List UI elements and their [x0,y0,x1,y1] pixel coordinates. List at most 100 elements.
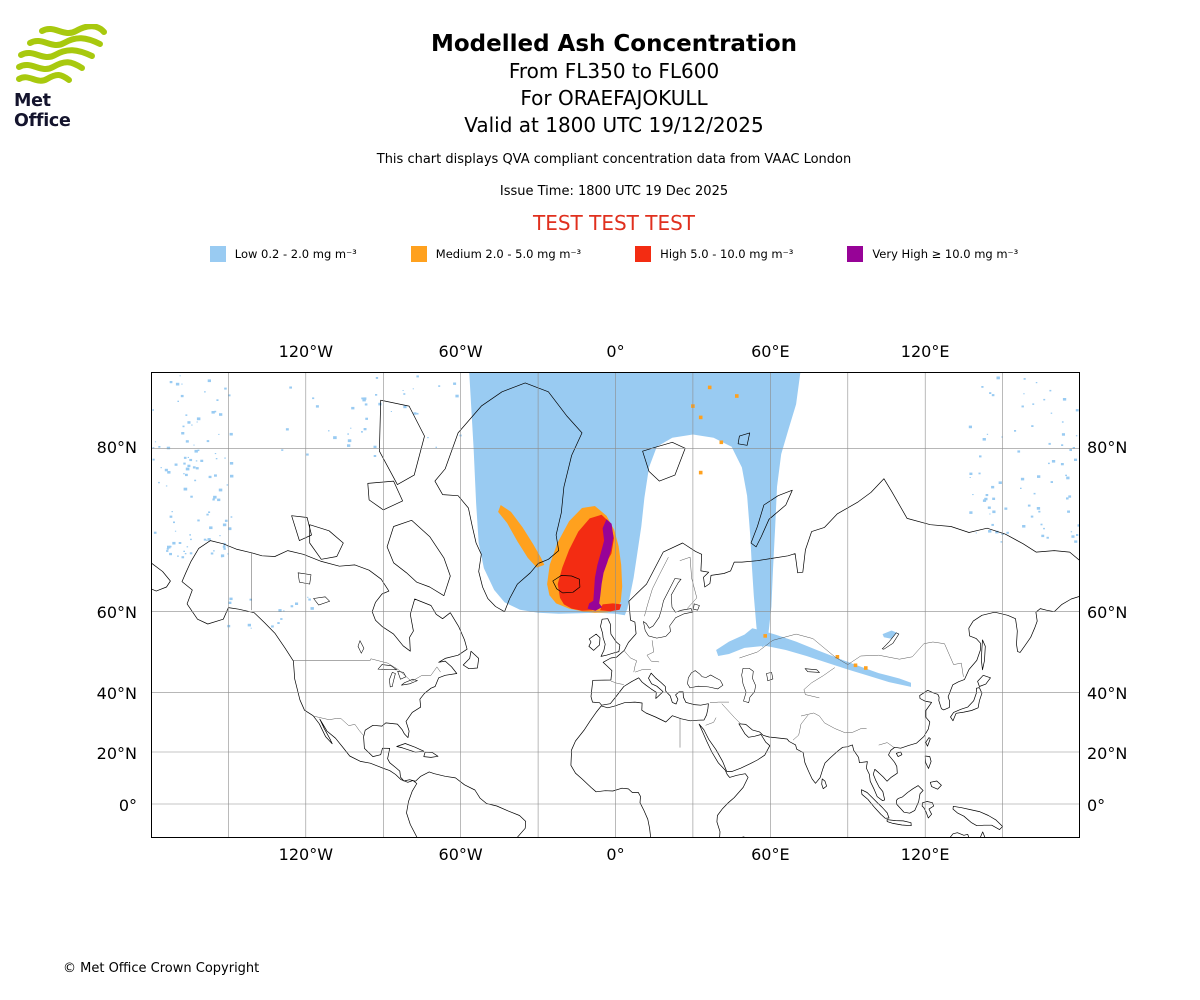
legend-label-medium: Medium 2.0 - 5.0 mg m⁻³ [435,247,582,261]
ash-low-speckle [175,382,180,386]
ash-low-speckle [196,421,198,423]
ash-low-speckle [224,519,228,522]
ash-low-speckle [223,542,226,545]
ash-low-speckle [1048,462,1050,465]
ash-low-speckle [1050,481,1053,483]
ash-low-speckle [166,548,169,550]
ash-low-speckle [227,553,229,555]
legend-label-low: Low 0.2 - 2.0 mg m⁻³ [234,247,357,261]
ash-low-speckle [975,532,977,534]
ash-low-speckle [1037,475,1041,478]
ash-low-speckle [209,526,213,530]
ash-low-speckle [283,610,285,612]
ash-low-speckle [1051,460,1056,463]
qva-note: This chart displays QVA compliant concen… [376,152,852,167]
ash-low-speckle [210,552,214,555]
ash-low-speckle [195,460,198,462]
ash-low-speckle [1066,476,1070,480]
ash-low-speckle [184,553,187,555]
ash-low-speckle [1075,435,1078,437]
ash-low-speckle [158,446,161,448]
ash-medium-speckle [835,655,840,659]
ash-low-speckle [219,535,221,537]
ash-low-speckle [208,475,212,479]
ash-low-speckle [177,555,179,557]
ash-low-speckle [194,449,198,453]
ash-medium-speckle [707,385,712,390]
ash-low-speckle [169,515,173,518]
issue-time: Issue Time: 1800 UTC 19 Dec 2025 [499,184,729,199]
ash-low-speckle [1001,436,1003,438]
ash-low-speckle [173,521,175,524]
ash-low-speckle [969,511,973,514]
ash-low-speckle [281,449,284,451]
ash-medium-speckle [698,470,703,475]
ash-low-speckle [988,530,992,533]
ash-low-speckle [1038,510,1041,513]
ash-low-speckle [183,462,186,465]
ash-low-speckle [1074,540,1078,543]
ash-low-speckle [373,455,377,457]
ash-low-speckle [307,596,309,598]
ash-low-speckle [214,474,217,477]
ash-low-speckle [247,623,251,627]
ash-low-speckle [1030,515,1034,518]
legend-item-medium: Medium 2.0 - 5.0 mg m⁻³ [410,246,582,262]
ash-low-speckle [230,474,234,478]
lon-tick-label: 120°E [900,342,950,361]
ash-low-speckle [183,456,187,459]
ash-low-speckle [1060,463,1064,466]
ash-low-speckle [969,477,971,478]
ash-low-speckle [278,609,282,612]
ash-low-speckle [215,458,218,460]
ash-low-speckle [1061,421,1064,423]
ash-low-speckle [181,383,183,385]
ash-low-speckle [165,485,168,487]
ash-low-speckle [435,446,437,448]
ash-low-speckle [195,467,199,470]
ash-very-high-region [587,519,614,611]
ash-low-speckle [197,449,200,452]
met-office-logo-waves [16,23,107,84]
ash-low-speckle [989,513,991,515]
ash-low-speckle [1032,403,1035,405]
ash-low-speckle [1077,524,1080,527]
ash-low-speckle [1040,523,1043,526]
ash-low-speckle [972,494,974,496]
ash-low-speckle [222,523,227,527]
ash-low-speckle [224,387,227,390]
page-title: Modelled Ash Concentration [430,31,798,57]
ash-overlays [152,372,1080,687]
ash-low-speckle [1050,412,1053,414]
ash-low-speckle [218,488,223,492]
ash-low-speckle [207,538,211,541]
ash-low-speckle [1071,535,1075,538]
subtitle-valid-time: Valid at 1800 UTC 19/12/2025 [464,113,764,137]
test-banner: TEST TEST TEST [532,211,695,235]
ash-low-speckle [211,411,215,414]
ash-low-speckle [183,487,188,491]
ash-low-speckle [189,534,191,536]
ash-low-speckle [1068,495,1072,498]
ash-low-speckle [227,624,231,628]
ash-low-speckle [1061,433,1065,436]
ash-low-speckle [351,406,355,410]
subtitle-volcano: For ORAEFAJOKULL [520,86,708,110]
ash-low-speckle [204,391,206,393]
ash-low-speckle [1006,531,1009,534]
map [151,372,1080,838]
lat-tick-label: 20°N [96,744,137,763]
ash-low-speckle [180,394,184,398]
copyright-text: © Met Office Crown Copyright [63,961,260,976]
ash-low-speckle [982,438,986,441]
longitude-axis-bottom: 120°W 60°W 0° 60°E 120°E [151,845,1080,867]
ash-low-speckle [1033,492,1036,495]
met-office-logo-text: Met Office [14,91,71,131]
ash-high-region [557,514,614,611]
legend-item-low: Low 0.2 - 2.0 mg m⁻³ [209,246,357,262]
ash-low-speckle [271,625,274,628]
ash-low-speckle [333,436,337,440]
legend-swatch-very-high [847,246,864,262]
ash-low-speckle [185,473,188,477]
ash-low-speckle [991,394,995,397]
